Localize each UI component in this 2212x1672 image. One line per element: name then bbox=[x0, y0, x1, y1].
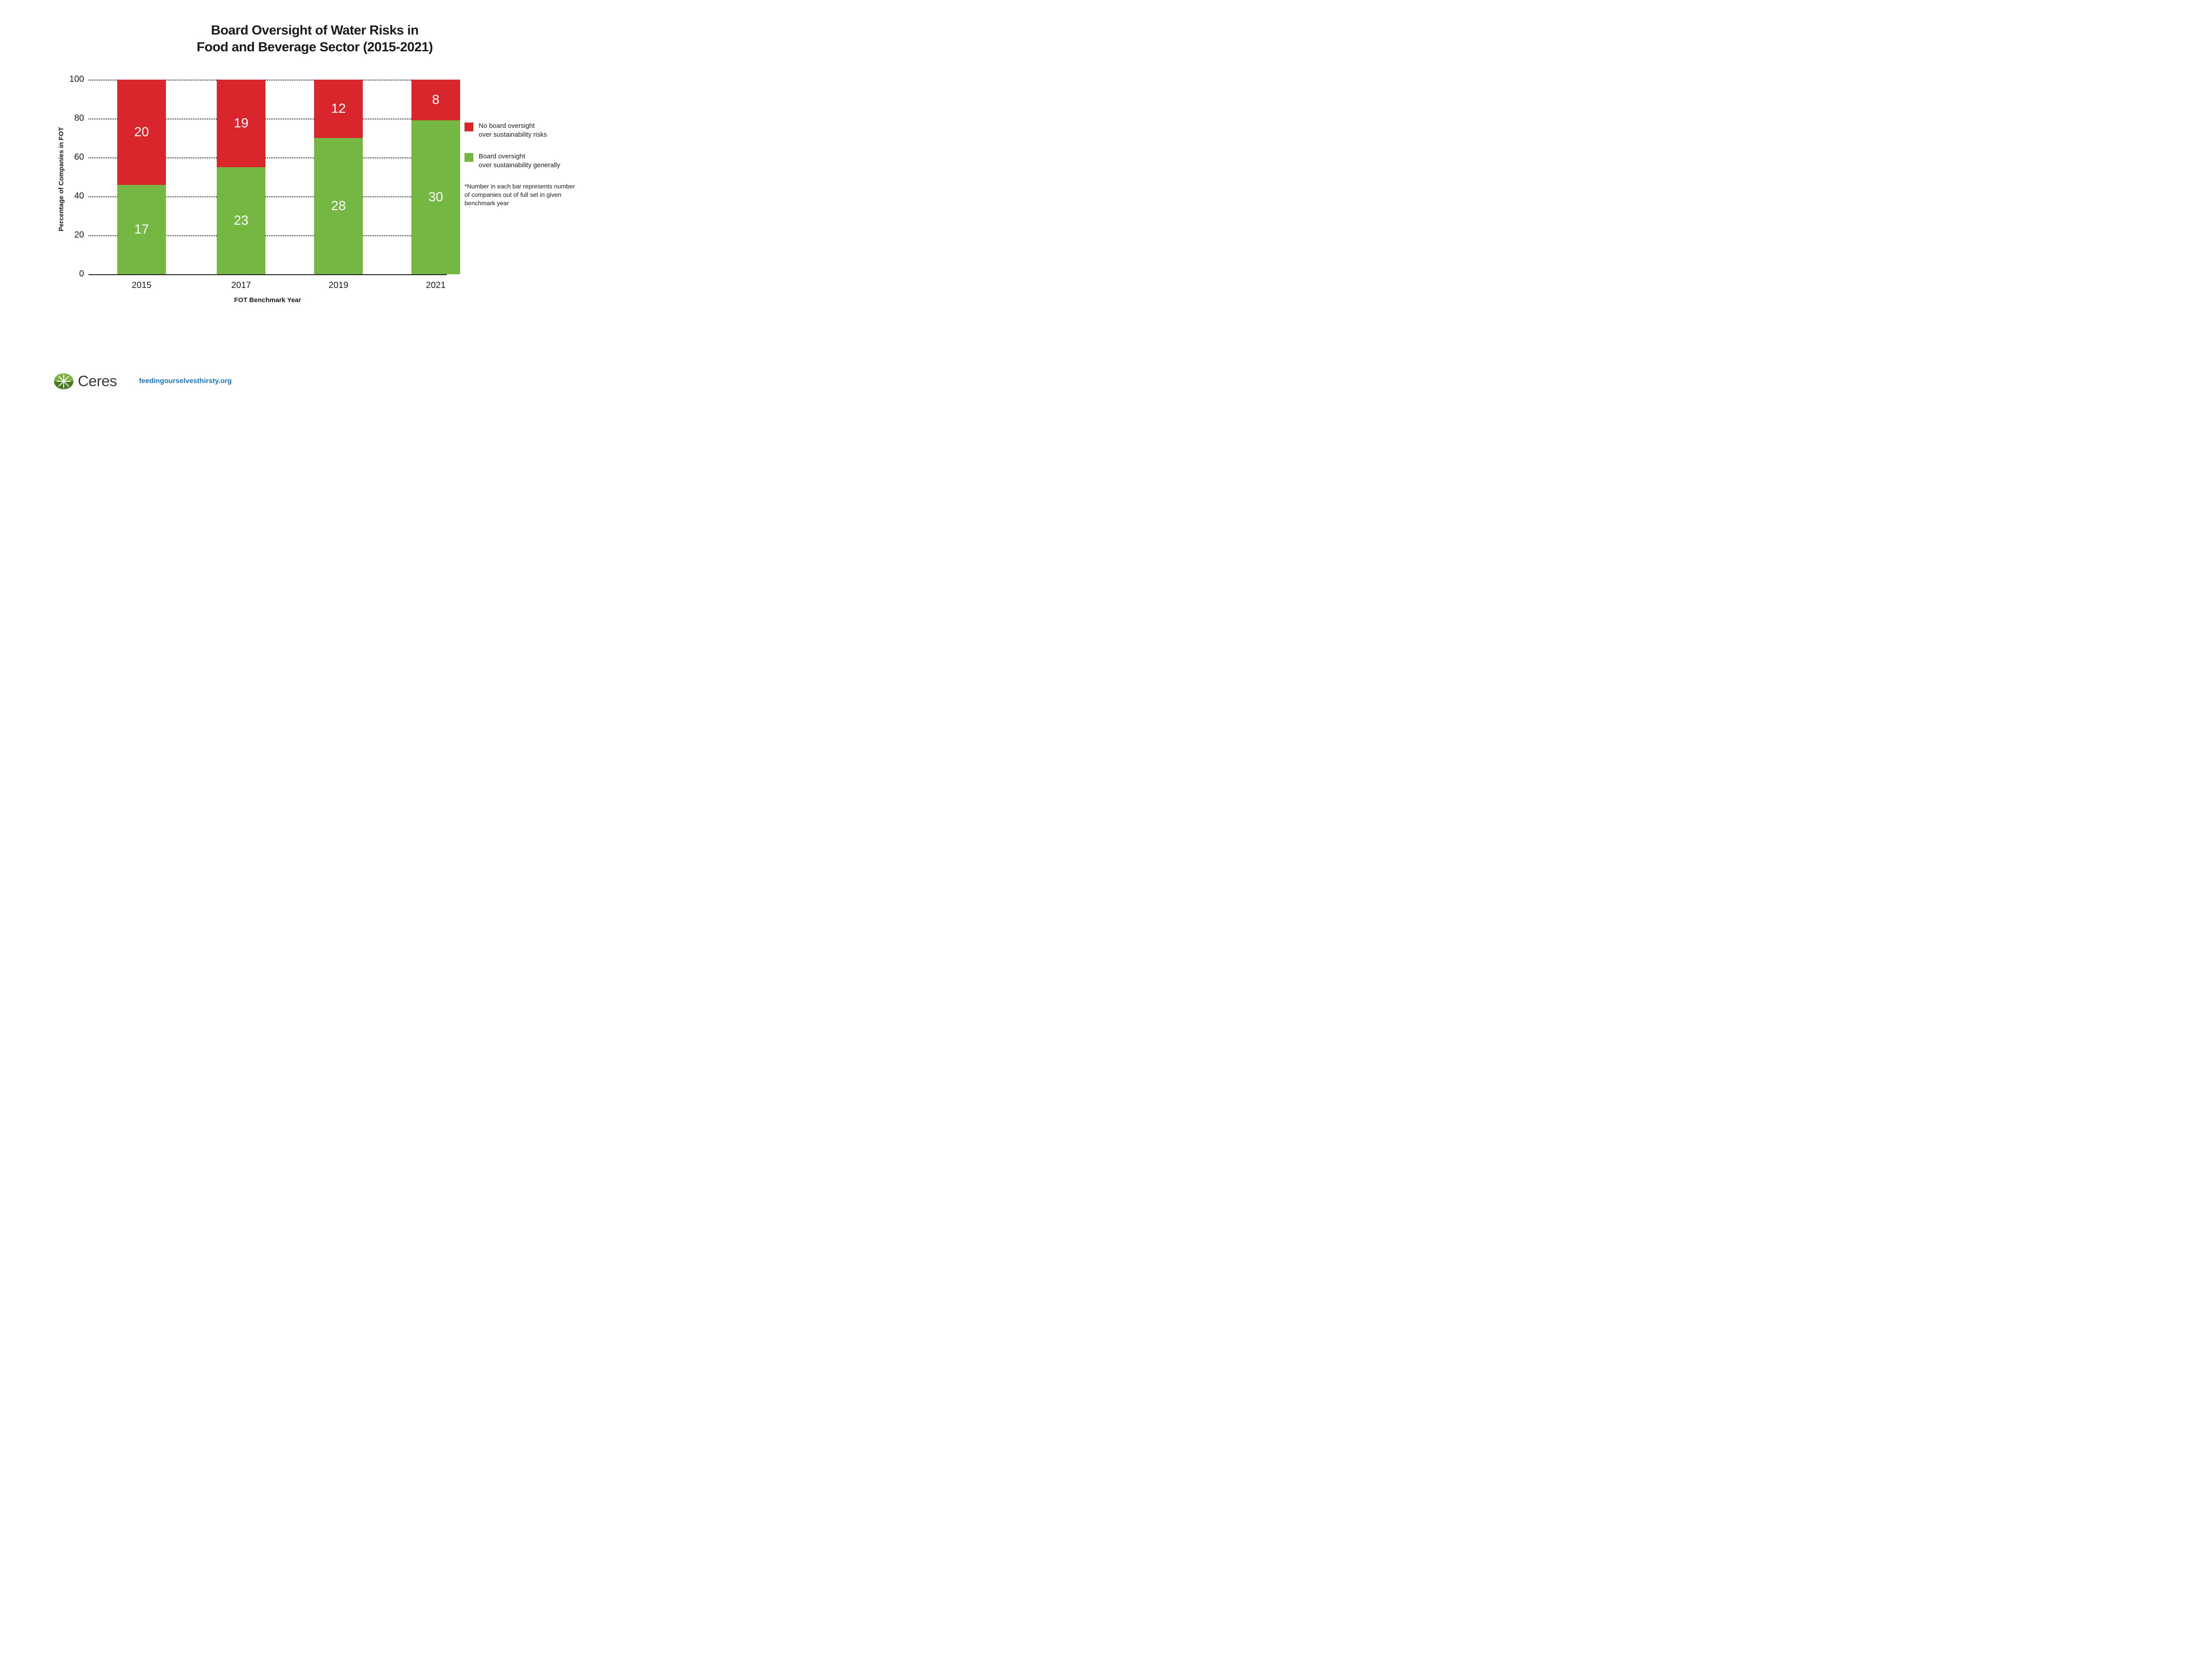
bar-segment-red: 19 bbox=[217, 80, 265, 167]
legend-text-red-1: No board oversight bbox=[479, 122, 547, 130]
bar-group: 2319 bbox=[217, 80, 265, 274]
bar-segment-green: 30 bbox=[411, 120, 460, 274]
x-tick-label: 2021 bbox=[409, 280, 462, 291]
bar-group: 2812 bbox=[314, 80, 363, 274]
chart-title: Board Oversight of Water Risks in Food a… bbox=[0, 0, 630, 55]
x-axis-line bbox=[88, 274, 447, 275]
x-axis-title: FOT Benchmark Year bbox=[88, 296, 447, 304]
bar-group: 1720 bbox=[117, 80, 166, 274]
bar-segment-green: 28 bbox=[314, 138, 363, 274]
bar-segment-red: 12 bbox=[314, 80, 363, 138]
legend-text-green-1: Board oversight bbox=[479, 152, 560, 161]
bar-segment-red: 8 bbox=[411, 80, 460, 120]
legend-swatch-green bbox=[465, 153, 473, 162]
legend-note: *Number in each bar represents number of… bbox=[465, 182, 580, 207]
legend-text-green-2: over sustainability generally bbox=[479, 161, 560, 170]
y-tick-label: 60 bbox=[53, 152, 84, 162]
y-tick-label: 0 bbox=[53, 269, 84, 279]
legend-item-green: Board oversight over sustainability gene… bbox=[465, 152, 580, 170]
plot-area: 0204060801001720201523192017281220193082… bbox=[88, 80, 447, 274]
y-tick-label: 40 bbox=[53, 191, 84, 201]
y-tick-label: 80 bbox=[53, 113, 84, 123]
chart-title-line-2: Food and Beverage Sector (2015-2021) bbox=[0, 39, 630, 56]
y-tick-label: 20 bbox=[53, 230, 84, 240]
legend-text-green: Board oversight over sustainability gene… bbox=[479, 152, 560, 170]
ceres-logo-text: Ceres bbox=[78, 373, 117, 390]
footer: Ceres feedingourselvesthirsty.org bbox=[53, 371, 232, 391]
x-tick-label: 2015 bbox=[115, 280, 168, 291]
legend-item-red: No board oversight over sustainability r… bbox=[465, 122, 580, 140]
legend-text-red: No board oversight over sustainability r… bbox=[479, 122, 547, 140]
legend: No board oversight over sustainability r… bbox=[465, 122, 580, 207]
legend-swatch-red bbox=[465, 123, 473, 131]
chart-area: Percentage of Companies in FOT 0 20 40 60 80… bbox=[49, 75, 580, 305]
chart-title-line-1: Board Oversight of Water Risks in bbox=[0, 22, 630, 39]
x-tick-label: 2017 bbox=[215, 280, 268, 291]
bar-segment-green: 17 bbox=[117, 185, 166, 274]
y-tick-label: 100 bbox=[53, 74, 84, 84]
bar-segment-red: 20 bbox=[117, 80, 166, 185]
bar-group: 308 bbox=[411, 80, 460, 274]
footer-link[interactable]: feedingourselvesthirsty.org bbox=[139, 377, 232, 385]
bar-segment-green: 23 bbox=[217, 167, 265, 274]
legend-text-red-2: over sustainability risks bbox=[479, 130, 547, 139]
y-axis-title: Percentage of Companies in FOT bbox=[58, 127, 65, 231]
x-tick-label: 2019 bbox=[312, 280, 365, 291]
ceres-logo-icon bbox=[53, 371, 73, 391]
